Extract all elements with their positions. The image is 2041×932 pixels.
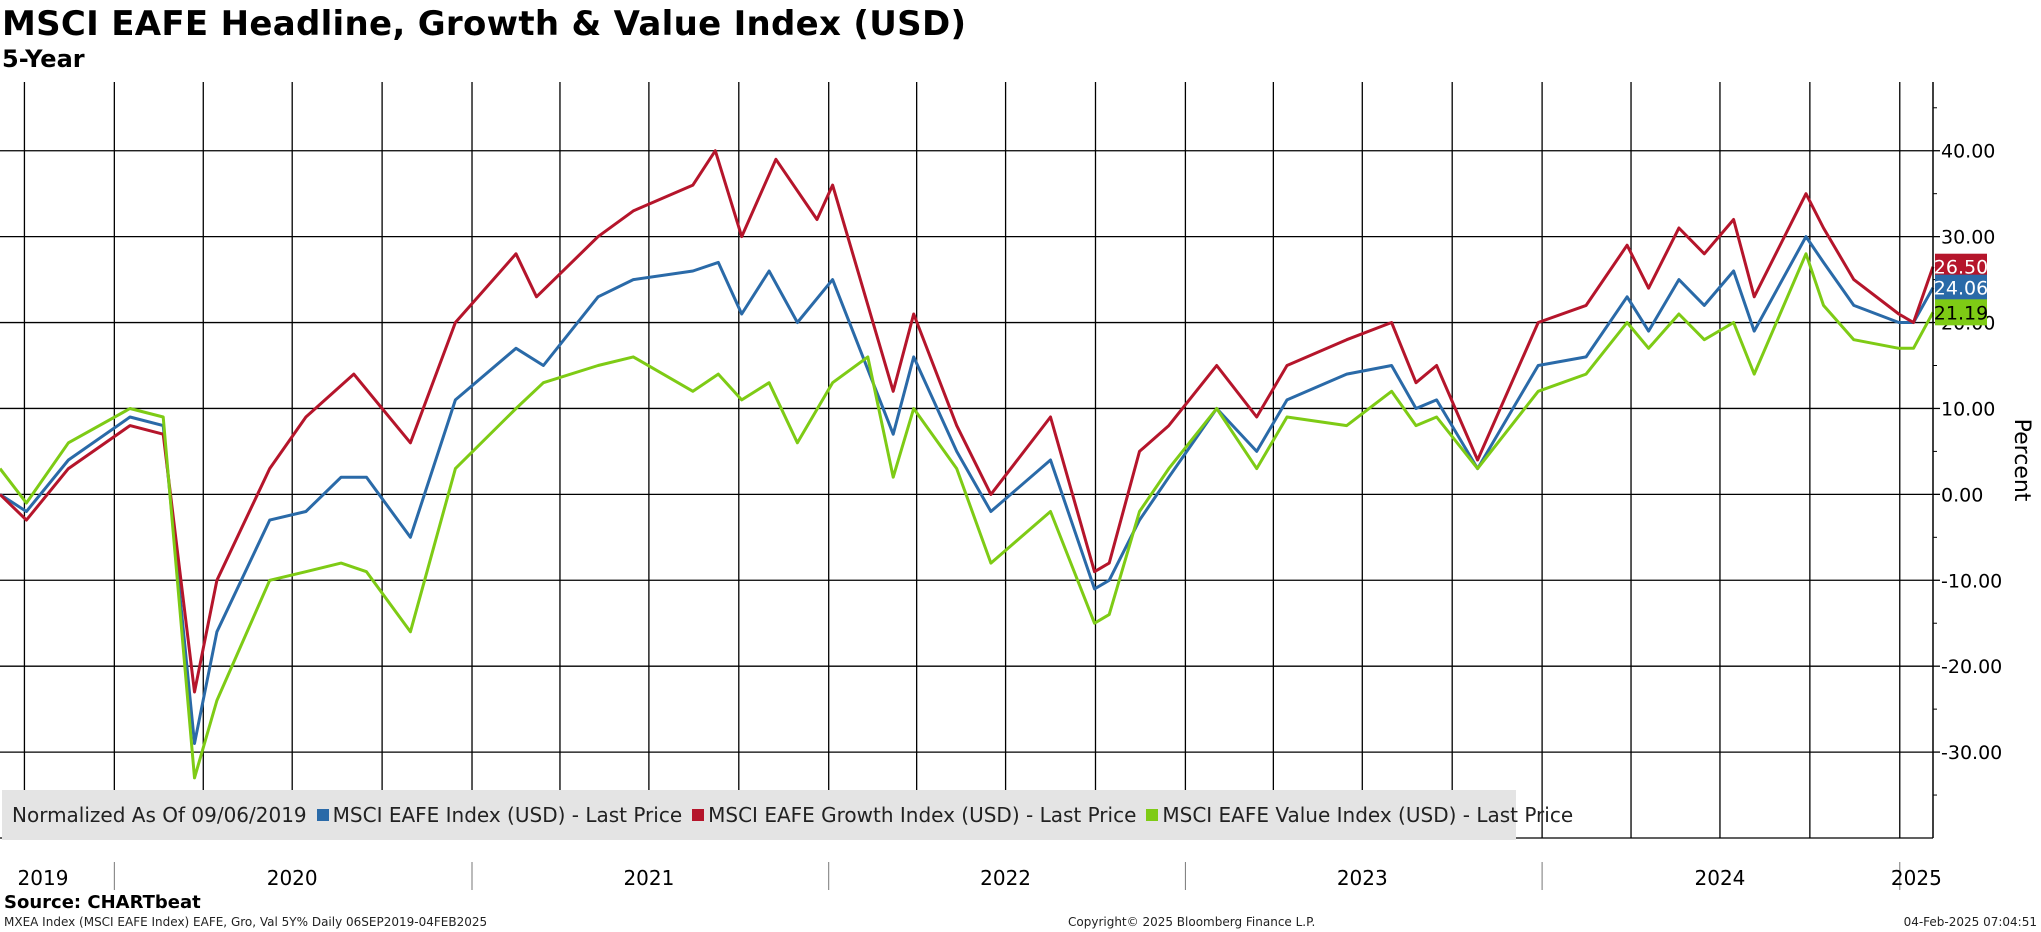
y-tick-label: 10.00 xyxy=(1941,398,1995,420)
x-year-label: 2020 xyxy=(267,866,318,890)
legend-normalized-note: Normalized As Of 09/06/2019 xyxy=(12,803,307,827)
last-value-label-3: 21.19 xyxy=(1934,302,1988,324)
y-tick-label: -30.00 xyxy=(1941,742,2002,764)
last-value-tag-3 xyxy=(1935,299,1987,326)
legend-item-1: MSCI EAFE Index (USD) - Last Price xyxy=(316,803,683,827)
legend: Normalized As Of 09/06/2019 MSCI EAFE In… xyxy=(2,790,1573,840)
x-year-label: 2022 xyxy=(980,866,1031,890)
legend-swatch xyxy=(692,809,705,821)
y-tick-label: 0.00 xyxy=(1941,484,1983,506)
x-year-label: 2021 xyxy=(623,866,674,890)
last-value-label-1: 24.06 xyxy=(1934,278,1988,300)
x-year-label: 2019 xyxy=(18,866,69,890)
grid-lines xyxy=(0,82,1933,838)
legend-label: MSCI EAFE Index (USD) - Last Price xyxy=(332,803,683,827)
series-line-1 xyxy=(0,235,1935,745)
legend-item-3: MSCI EAFE Value Index (USD) - Last Price xyxy=(1146,803,1573,827)
series-lines xyxy=(0,149,1935,780)
chart-subtitle: 5-Year xyxy=(2,45,85,73)
footer-timestamp: 04-Feb-2025 07:04:51 xyxy=(1903,915,2037,929)
legend-label: MSCI EAFE Value Index (USD) - Last Price xyxy=(1162,803,1574,827)
x-year-label: 2024 xyxy=(1695,866,1746,890)
last-value-tag-1 xyxy=(1935,274,1987,301)
y-tick-label: 40.00 xyxy=(1941,141,1995,163)
y-tick-label: -20.00 xyxy=(1941,656,2002,678)
legend-label: MSCI EAFE Growth Index (USD) - Last Pric… xyxy=(708,803,1137,827)
y-tick-label: 30.00 xyxy=(1941,227,1995,249)
y-tick-label: -10.00 xyxy=(1941,570,2002,592)
x-year-label: 2025 xyxy=(1891,866,1942,890)
source-note: Source: CHARTbeat xyxy=(4,892,201,913)
y-axis-label: Percent xyxy=(2009,419,2034,502)
y-axis: 40.0030.0020.0010.000.00-10.00-20.00-30.… xyxy=(1932,82,2034,838)
chart-title: MSCI EAFE Headline, Growth & Value Index… xyxy=(2,4,967,44)
series-line-3 xyxy=(0,252,1935,780)
footer-copyright: Copyright© 2025 Bloomberg Finance L.P. xyxy=(1068,915,1316,929)
legend-swatch xyxy=(316,809,329,821)
series-line-2 xyxy=(0,149,1935,694)
x-axis: 2019 2020 2021 2022 2023 2024 2025 xyxy=(0,837,1942,890)
footer-ticker-info: MXEA Index (MSCI EAFE Index) EAFE, Gro, … xyxy=(4,915,488,929)
legend-swatch xyxy=(1146,809,1159,821)
line-chart: 40.0030.0020.0010.000.00-10.00-20.00-30.… xyxy=(0,82,2034,890)
x-year-label: 2023 xyxy=(1337,866,1388,890)
last-value-label-2: 26.50 xyxy=(1934,257,1988,279)
legend-item-2: MSCI EAFE Growth Index (USD) - Last Pric… xyxy=(692,803,1136,827)
